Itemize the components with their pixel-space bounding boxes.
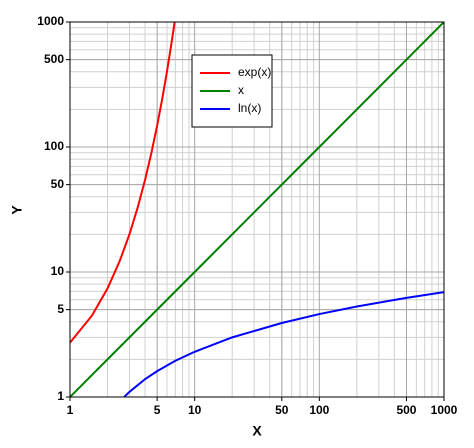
series-line [70,22,444,397]
series-line [123,291,444,397]
y-tick-label: 50 [51,177,65,191]
y-tick-label: 100 [44,139,64,153]
legend-label: exp(x) [238,65,271,79]
legend-label: ln(x) [238,101,261,115]
legend-label: x [238,83,244,97]
x-tick-label: 1 [67,403,74,417]
x-tick-label: 50 [275,403,289,417]
y-tick-label: 500 [44,52,64,66]
y-axis-label: Y [9,205,25,215]
y-tick-label: 5 [57,302,64,316]
series-line [70,22,176,344]
x-tick-label: 500 [396,403,416,417]
x-axis-label: X [252,423,262,439]
x-tick-label: 1000 [431,403,458,417]
x-tick-label: 5 [154,403,161,417]
y-tick-label: 1000 [37,14,64,28]
y-tick-label: 1 [57,389,64,403]
x-tick-label: 10 [188,403,202,417]
x-tick-label: 100 [309,403,329,417]
legend: exp(x) x ln(x) [191,54,273,128]
plot-frame [69,21,445,398]
y-tick-label: 10 [51,264,65,278]
